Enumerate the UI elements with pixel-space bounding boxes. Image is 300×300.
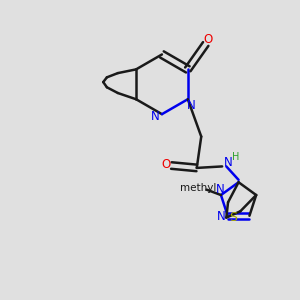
Text: N: N [151,110,160,123]
Text: S: S [229,211,237,224]
Text: N: N [216,210,225,223]
Text: methyl: methyl [180,184,217,194]
Text: H: H [232,152,240,163]
Text: O: O [203,33,213,46]
Text: N: N [215,183,224,196]
Text: N: N [186,99,195,112]
Text: N: N [224,156,233,169]
Text: O: O [161,158,170,171]
